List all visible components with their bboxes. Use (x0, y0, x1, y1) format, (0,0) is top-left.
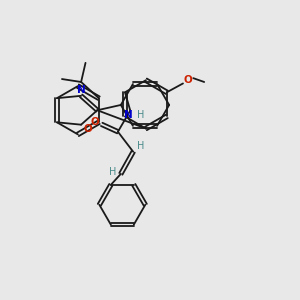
Text: H: H (137, 110, 144, 120)
Text: H: H (109, 167, 116, 177)
Text: O: O (91, 117, 100, 127)
Text: O: O (83, 124, 92, 134)
Text: H: H (137, 142, 144, 152)
Text: N: N (77, 85, 85, 95)
Text: N: N (124, 110, 133, 120)
Text: O: O (184, 75, 193, 85)
